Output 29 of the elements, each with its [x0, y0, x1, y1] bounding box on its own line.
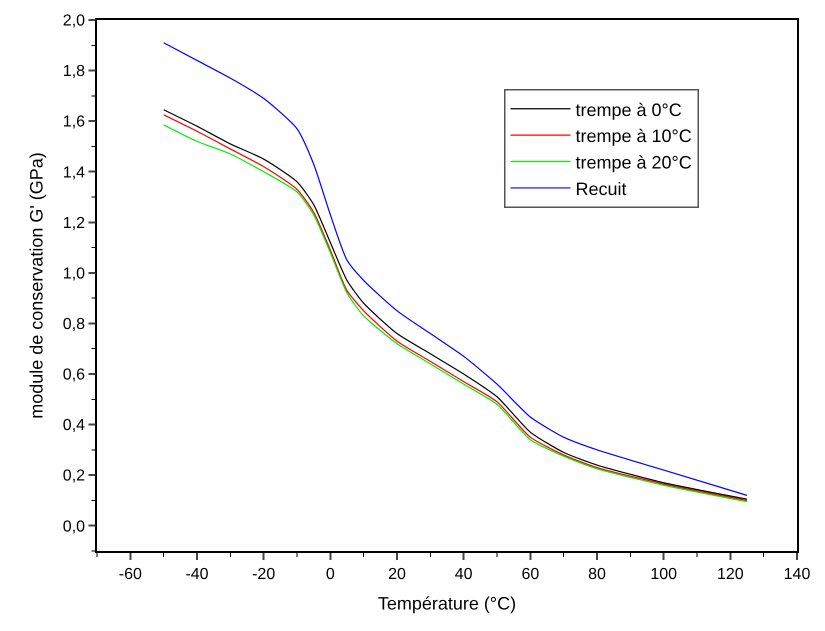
x-tick-label: 20	[388, 566, 406, 583]
y-tick-label: 1,2	[62, 214, 86, 232]
y-tick-label: 0,0	[62, 518, 86, 536]
y-tick-label: 0,4	[62, 417, 86, 434]
y-tick-label: 0,6	[62, 366, 86, 384]
x-tick-label: -40	[185, 566, 209, 583]
legend-label: Recuit	[576, 178, 627, 199]
y-axis-title: module de conservation G' (GPa)	[26, 152, 46, 419]
x-tick-label: 0	[326, 566, 335, 583]
x-tick-label: 80	[588, 566, 606, 583]
legend-label: trempe à 20°C	[576, 152, 692, 173]
x-tick-label: -20	[252, 566, 276, 583]
x-tick-label: 140	[784, 566, 810, 583]
legend-label: trempe à 0°C	[576, 100, 682, 120]
y-tick-label: 1,8	[62, 63, 86, 80]
y-tick-label: 1,0	[62, 265, 86, 282]
x-axis-title: Température (°C)	[378, 594, 516, 614]
x-tick-label: -60	[118, 566, 142, 583]
y-tick-label: 1,6	[62, 114, 86, 131]
x-tick-label: 120	[716, 566, 744, 583]
legend-label: trempe à 10°C	[576, 126, 692, 146]
y-tick-label: 0,2	[62, 468, 86, 485]
line-series	[163, 42, 748, 496]
x-tick-label: 40	[454, 566, 473, 583]
y-tick-label: 2,0	[62, 12, 86, 30]
y-tick-label: 1,4	[62, 164, 86, 182]
x-tick-label: 100	[650, 566, 678, 583]
x-tick-label: 60	[521, 566, 540, 583]
y-tick-label: 0,8	[62, 316, 86, 334]
